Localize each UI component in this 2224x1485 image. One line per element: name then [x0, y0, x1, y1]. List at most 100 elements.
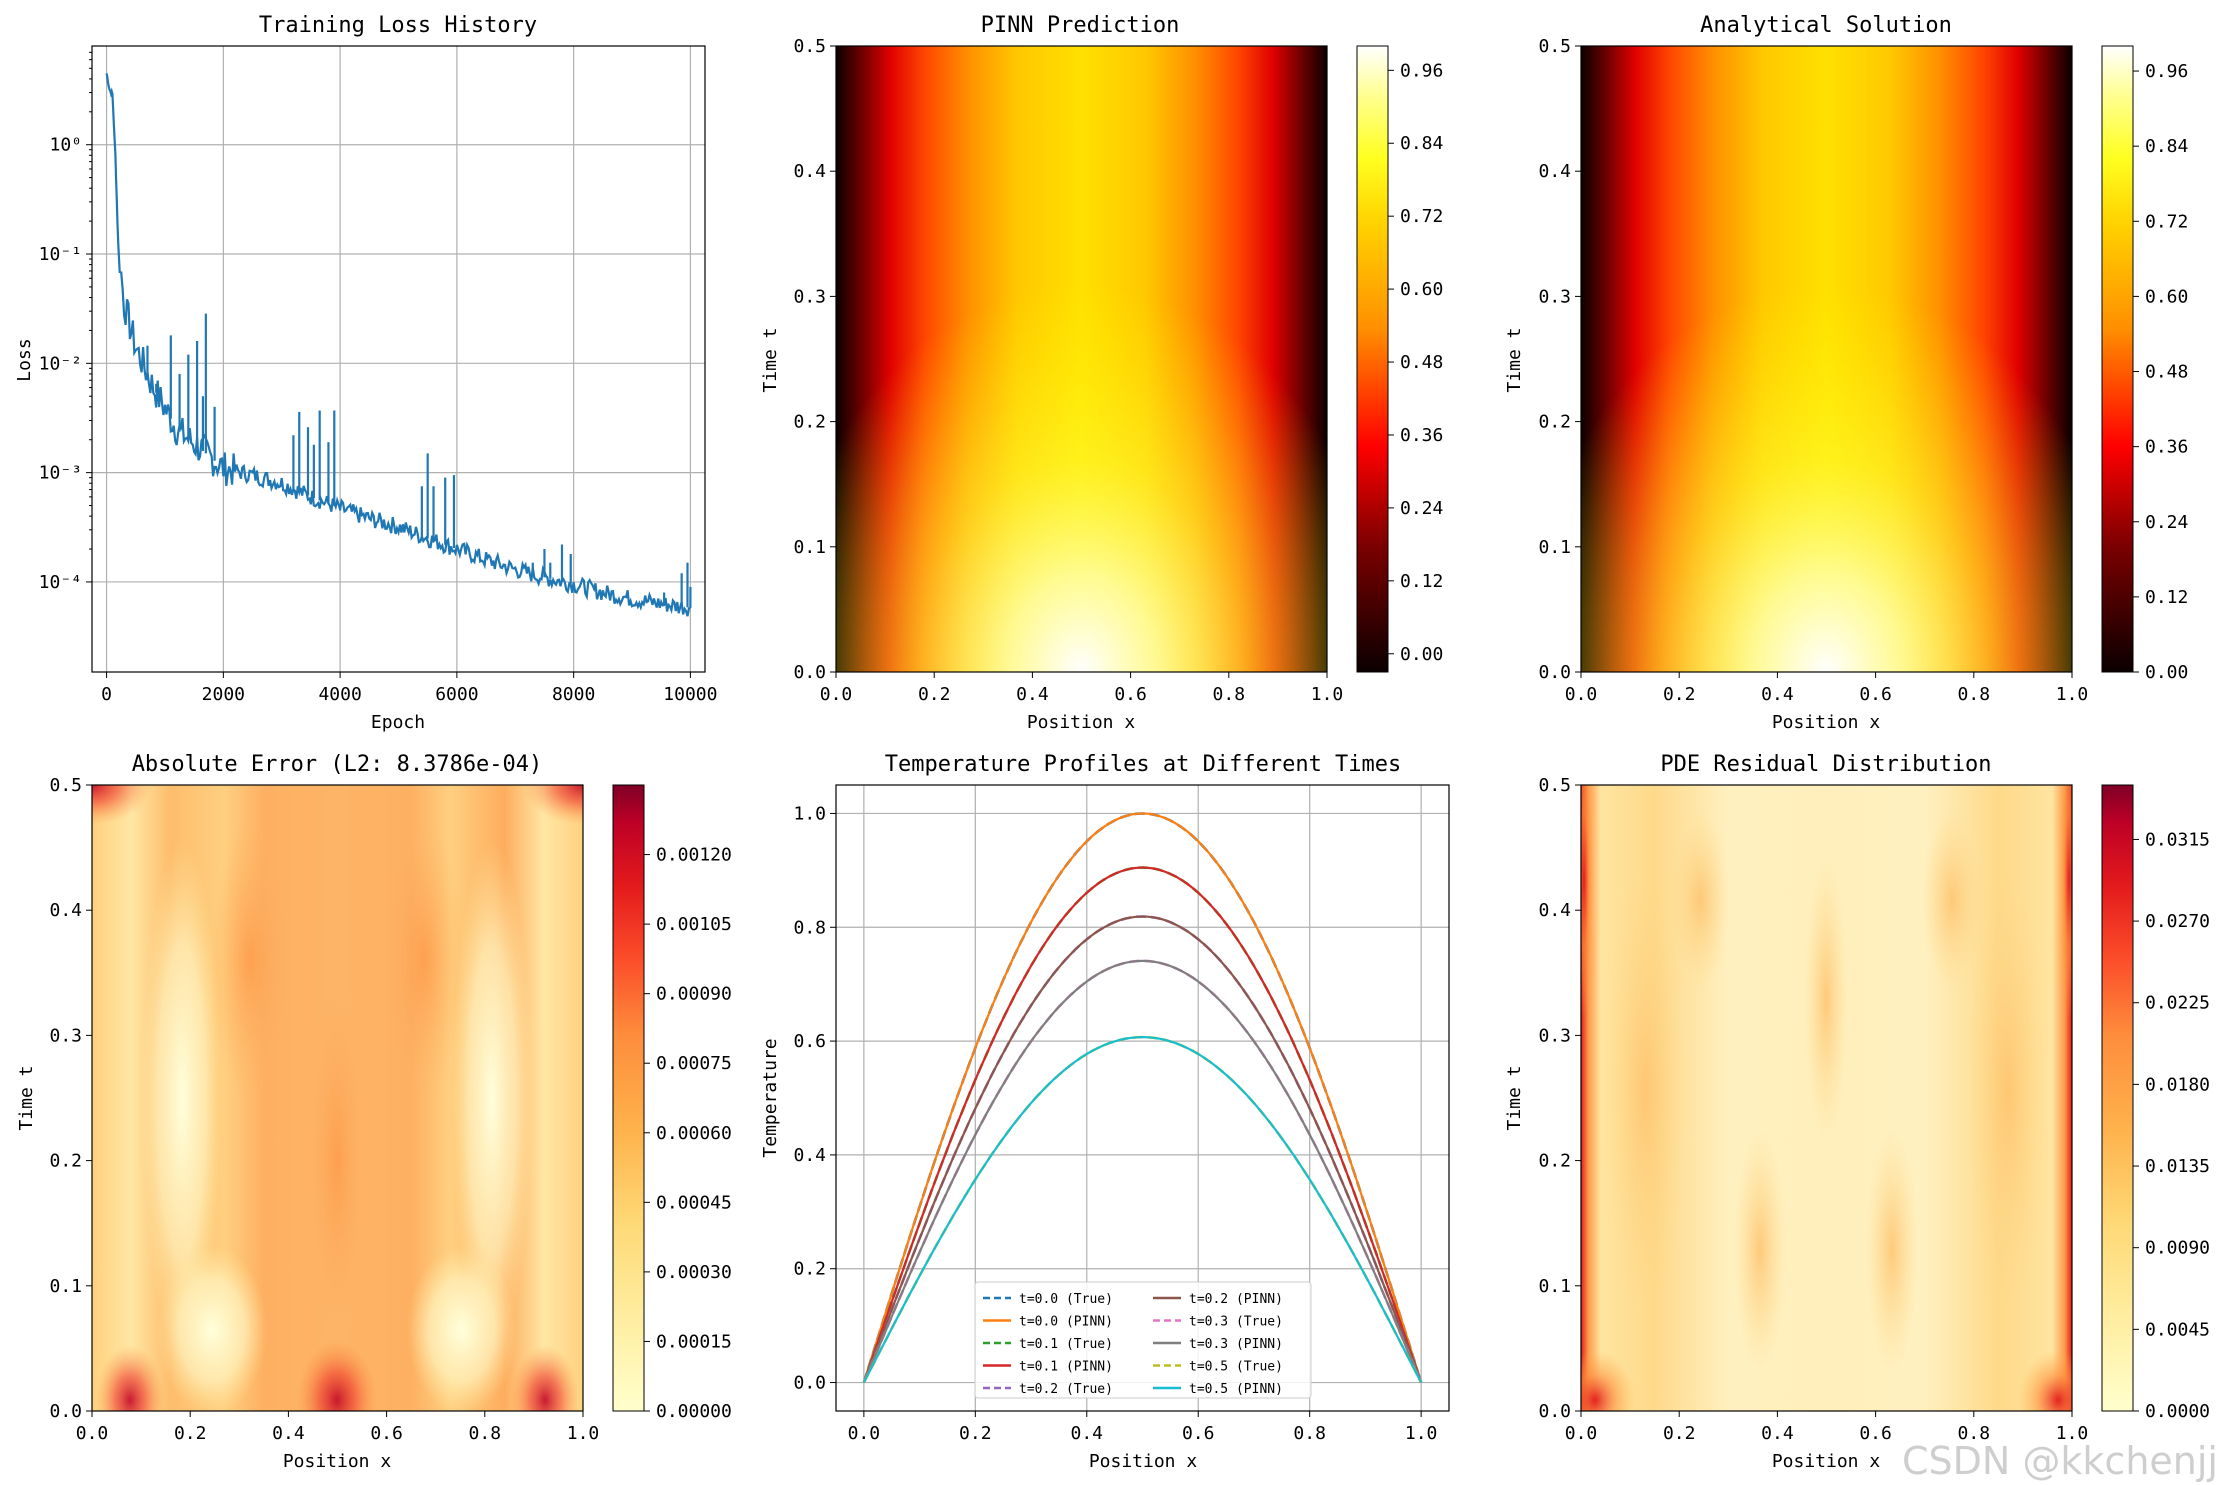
colorbar-tick-label: 0.00 [1400, 644, 1443, 665]
colorbar-tick-label: 0.72 [2145, 211, 2188, 232]
analytic-colorbar [2101, 45, 2134, 673]
xtick-label: 0.0 [1565, 684, 1598, 705]
xtick-label: 0.2 [1663, 684, 1696, 705]
profiles-panel: Temperature Profiles at Different Times … [760, 752, 1450, 1472]
colorbar-tick-label: 0.00105 [656, 914, 732, 935]
xtick-label: 0.4 [272, 1423, 305, 1444]
xtick-label: 0.2 [1663, 1423, 1696, 1444]
profiles-legend: t=0.0 (True) t=0.0 (PINN) t=0.1 (True) t=0.… [974, 1281, 1312, 1399]
profiles-ytick-label: 0.6 [793, 1031, 826, 1052]
watermark: CSDN @kkchenjj [1902, 1439, 2218, 1483]
analytic-panel: Analytical Solution 0.0 0.2 0.4 0.6 0.8 1.00.… [1504, 13, 2188, 733]
residual-title: PDE Residual Distribution [1660, 752, 1991, 777]
xtick-label: 1.0 [567, 1423, 600, 1444]
ytick-label: 0.5 [1538, 36, 1571, 57]
profiles-xtick-label: 0.6 [1182, 1423, 1215, 1444]
pinn-colorbar [1356, 45, 1389, 673]
legend-label: t=0.1 (PINN) [1019, 1360, 1113, 1375]
error-ticks: 0.0 0.2 0.4 0.6 0.8 1.0 0.0 0.1 0.2 0.3 0.4 0.5 [49, 775, 599, 1444]
xtick-label: 0.6 [1859, 684, 1892, 705]
xtick-label: 0.8 [1958, 684, 1991, 705]
legend-label: t=0.0 (True) [1019, 1292, 1113, 1307]
ytick-label: 0.4 [1538, 900, 1571, 921]
analytic-axes-frame [1580, 45, 2073, 673]
xtick-label: 0.0 [1565, 1423, 1598, 1444]
error-xlabel: Position x [283, 1451, 392, 1472]
legend-label: t=0.2 (PINN) [1189, 1292, 1283, 1307]
pinn-title: PINN Prediction [981, 13, 1180, 38]
loss-ticks: 0 2000 4000 6000 8000 10000 10⁰ 10⁻¹ 10⁻² 10⁻³ 10⁻… [39, 51, 717, 705]
pinn-axes-frame [835, 45, 1328, 673]
residual-ylabel: Time t [1504, 1065, 1525, 1130]
loss-ytick-label: 10⁻³ [39, 463, 82, 484]
profiles-ytick-label: 0.8 [793, 917, 826, 938]
xtick-label: 0.0 [76, 1423, 109, 1444]
profiles-xlabel: Position x [1089, 1451, 1198, 1472]
legend-label: t=0.2 (True) [1019, 1382, 1113, 1397]
colorbar-tick-label: 0.60 [1400, 279, 1443, 300]
xtick-label: 0.6 [370, 1423, 403, 1444]
residual-xlabel: Position x [1772, 1451, 1881, 1472]
pinn-ticks: 0.0 0.2 0.4 0.6 0.8 1.0 0.0 0.1 0.2 0.3 0.4 0.5 [793, 36, 1343, 705]
profiles-xtick-label: 0.0 [848, 1423, 881, 1444]
ytick-label: 0.3 [1538, 286, 1571, 307]
ytick-label: 0.0 [1538, 662, 1571, 683]
profiles-lines [862, 812, 1423, 1384]
ytick-label: 0.2 [1538, 412, 1571, 433]
colorbar-tick-label: 0.00015 [656, 1331, 732, 1352]
colorbar-tick-label: 0.36 [2145, 437, 2188, 458]
profiles-ytick-label: 1.0 [793, 803, 826, 824]
profiles-xtick-label: 0.2 [959, 1423, 992, 1444]
colorbar-tick-label: 0.00075 [656, 1053, 732, 1074]
colorbar-tick-label: 0.0180 [2145, 1074, 2210, 1095]
loss-axes-frame [91, 45, 706, 673]
pinn-ylabel: Time t [760, 327, 781, 392]
loss-spikes [146, 313, 692, 608]
profiles-title: Temperature Profiles at Different Times [885, 752, 1402, 777]
ytick-label: 0.3 [49, 1025, 82, 1046]
loss-xlabel: Epoch [371, 712, 425, 733]
residual-colorbar-ticks: 0.0000 0.0045 0.0090 0.0135 0.0180 0.0225 0.02… [2133, 829, 2210, 1422]
legend-label: t=0.3 (True) [1189, 1315, 1283, 1330]
xtick-label: 0.4 [1761, 684, 1794, 705]
pinn-heatmap-glow [836, 46, 1327, 672]
error-panel: Absolute Error (L2: 8.3786e-04) 0.0 0.2 0.… [16, 752, 732, 1472]
xtick-label: 0.0 [820, 684, 853, 705]
colorbar-tick-label: 0.0000 [2145, 1401, 2210, 1422]
colorbar-tick-label: 0.84 [1400, 133, 1443, 154]
residual-heatmap [1581, 785, 2072, 1411]
legend-label: t=0.0 (PINN) [1019, 1315, 1113, 1330]
ytick-label: 0.2 [793, 412, 826, 433]
ytick-label: 0.2 [49, 1151, 82, 1172]
ytick-label: 0.1 [49, 1276, 82, 1297]
ytick-label: 0.1 [1538, 1276, 1571, 1297]
residual-colorbar [2101, 784, 2134, 1412]
loss-series-line [105, 73, 691, 617]
loss-panel: Training Loss History 0 2000 4000 6000 8000 1… [14, 13, 717, 733]
profile-line [862, 812, 1423, 1383]
loss-xtick-label: 4000 [318, 684, 361, 705]
analytic-colorbar-ticks: 0.00 0.12 0.24 0.36 0.48 0.60 0.72 0.84 0.96 [2133, 61, 2188, 683]
xtick-label: 0.2 [174, 1423, 207, 1444]
profiles-ytick-label: 0.0 [793, 1373, 826, 1394]
profile-line [862, 866, 1423, 1383]
error-title: Absolute Error (L2: 8.3786e-04) [132, 752, 543, 777]
profiles-xtick-label: 1.0 [1405, 1423, 1438, 1444]
colorbar-tick-label: 0.24 [1400, 498, 1443, 519]
loss-xtick-label: 6000 [435, 684, 478, 705]
xtick-label: 0.4 [1016, 684, 1049, 705]
loss-ytick-label: 10⁻⁴ [39, 572, 82, 593]
colorbar-tick-label: 0.0135 [2145, 1156, 2210, 1177]
ytick-label: 0.4 [49, 900, 82, 921]
colorbar-tick-label: 0.00120 [656, 845, 732, 866]
colorbar-tick-label: 0.0270 [2145, 911, 2210, 932]
legend-label: t=0.1 (True) [1019, 1337, 1113, 1352]
xtick-label: 0.4 [1761, 1423, 1794, 1444]
colorbar-tick-label: 0.36 [1400, 425, 1443, 446]
colorbar-tick-label: 0.00045 [656, 1192, 732, 1213]
profiles-xtick-label: 0.4 [1071, 1423, 1104, 1444]
residual-axes-frame [1580, 784, 2073, 1412]
error-colorbar-ticks: 0.00000 0.00015 0.00030 0.00045 0.00060 0.000… [644, 845, 732, 1422]
error-axes-frame [91, 784, 584, 1412]
